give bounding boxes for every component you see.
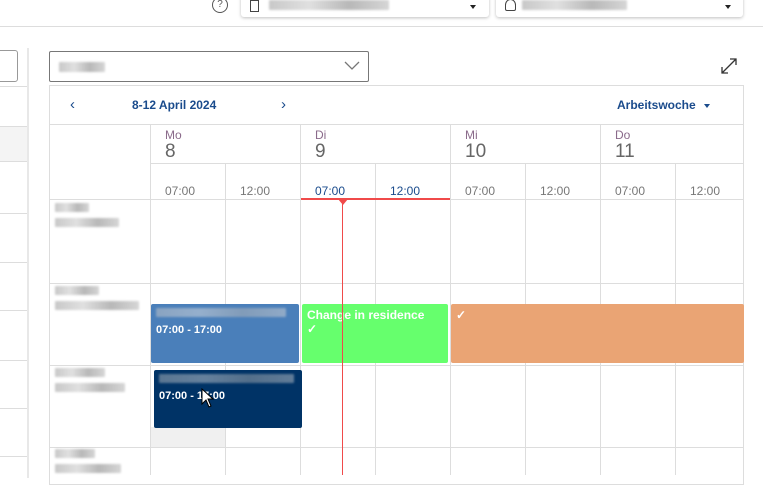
building-icon: [250, 0, 259, 12]
resource-row: [55, 449, 121, 473]
day-name: Di: [315, 128, 327, 142]
time-label: 12:00: [540, 184, 571, 198]
panel-divider: [27, 48, 29, 478]
event-time: 07:00 - 17:00: [156, 324, 223, 336]
time-label: 07:00: [465, 184, 496, 198]
day-date: 11: [615, 141, 635, 162]
day-name: Mo: [165, 128, 182, 142]
caret-down-icon: [704, 103, 711, 108]
resource-row: [55, 286, 139, 310]
location-dropdown[interactable]: [241, 0, 489, 17]
day-date: 8: [165, 141, 176, 162]
event-time: 07:00 - 17:00: [159, 390, 226, 402]
date-range[interactable]: 8-12 April 2024: [132, 98, 217, 112]
time-label: 07:00: [165, 184, 196, 198]
resource-filter-select[interactable]: [49, 51, 369, 82]
left-search-input[interactable]: [0, 50, 18, 82]
time-label: 12:00: [690, 184, 721, 198]
check-icon: ✓: [456, 308, 467, 322]
current-time-marker: [338, 199, 348, 205]
resource-row: [55, 368, 125, 392]
resource-row: [55, 203, 119, 227]
user-dropdown[interactable]: [496, 0, 743, 17]
event-block[interactable]: 07:00 - 17:00: [151, 304, 299, 363]
next-week-button[interactable]: ›: [281, 96, 286, 113]
event-title: Change in residence: [307, 308, 425, 322]
hover-cell: [151, 427, 225, 447]
event-block[interactable]: 07:00 - 17:00: [154, 370, 302, 428]
help-circle-icon[interactable]: ?: [212, 0, 228, 13]
event-title: [159, 374, 294, 383]
time-label: 07:00: [615, 184, 646, 198]
day-name: Do: [615, 128, 631, 142]
chevron-down-icon: [725, 5, 731, 9]
today-underline: [301, 198, 450, 200]
user-value: [522, 0, 627, 10]
view-selector[interactable]: Arbeitswoche: [617, 98, 711, 112]
view-label: Arbeitswoche: [617, 98, 696, 112]
chevron-down-icon: [344, 61, 360, 70]
check-icon: ✓: [307, 322, 318, 336]
time-label: 07:00: [315, 184, 346, 198]
location-value: [269, 0, 389, 10]
day-date: 9: [315, 141, 326, 162]
day-date: 10: [465, 141, 487, 162]
event-block[interactable]: ✓: [451, 304, 744, 363]
event-title: [156, 308, 286, 317]
chevron-down-icon: [470, 5, 476, 9]
mouse-cursor-icon: [201, 388, 215, 408]
time-label: 12:00: [390, 184, 421, 198]
event-change-in-residence[interactable]: Change in residence ✓: [302, 304, 448, 363]
time-label: 12:00: [240, 184, 271, 198]
expand-arrows-icon[interactable]: [720, 57, 738, 75]
day-name: Mi: [465, 128, 478, 142]
prev-week-button[interactable]: ‹: [70, 96, 75, 113]
filter-value: [59, 62, 105, 72]
current-time-line: [342, 199, 343, 475]
user-icon: [505, 0, 516, 11]
